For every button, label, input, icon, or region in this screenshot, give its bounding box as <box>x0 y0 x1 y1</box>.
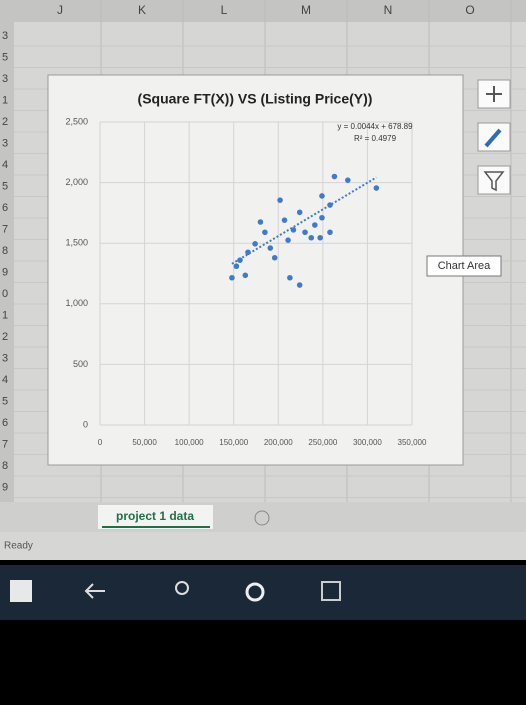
task-view-button[interactable] <box>321 581 341 601</box>
x-tick-label: 350,000 <box>398 438 427 447</box>
data-point <box>327 202 333 208</box>
data-point <box>302 229 308 236</box>
sheet-tab-label: project 1 data <box>116 509 194 523</box>
x-tick-label: 150,000 <box>219 438 248 447</box>
data-point <box>267 245 274 251</box>
column-header: K <box>138 3 146 17</box>
x-tick-label: 0 <box>98 438 103 447</box>
column-header-bar <box>0 0 526 22</box>
row-header-bar <box>0 22 14 502</box>
row-header: 4 <box>2 374 8 386</box>
y-tick-label: 2,500 <box>65 116 88 126</box>
row-header: 0 <box>2 288 8 300</box>
search-button[interactable] <box>175 581 189 595</box>
x-tick-label: 200,000 <box>264 438 293 447</box>
plus-icon <box>486 86 502 102</box>
row-header: 7 <box>2 223 8 235</box>
row-header: 9 <box>2 266 8 278</box>
r-squared: R² = 0.4979 <box>354 134 397 143</box>
row-header: 3 <box>2 30 8 42</box>
data-point <box>262 229 268 236</box>
data-point <box>308 234 315 241</box>
data-point <box>233 263 240 270</box>
row-header: 2 <box>2 331 8 343</box>
row-header: 5 <box>2 51 8 63</box>
row-header: 6 <box>2 417 8 429</box>
tooltip: Chart Area <box>438 260 491 272</box>
row-header: 2 <box>2 116 8 128</box>
y-tick-label: 2,000 <box>65 177 88 187</box>
data-point <box>319 193 325 199</box>
new-sheet-button[interactable] <box>254 510 270 526</box>
data-point <box>257 219 264 225</box>
column-header: M <box>301 3 311 17</box>
filter-icon <box>483 171 505 192</box>
row-header: 9 <box>2 481 8 493</box>
tooltip-box <box>426 255 502 277</box>
column-header: N <box>384 3 393 17</box>
x-tick-label: 250,000 <box>308 438 337 447</box>
row-header: 3 <box>2 352 8 364</box>
y-tick-label: 1,500 <box>65 238 88 248</box>
data-point <box>252 241 258 247</box>
data-point <box>277 197 283 203</box>
data-point <box>229 274 235 281</box>
row-header: 3 <box>2 73 8 85</box>
column-header: J <box>57 3 63 17</box>
trendline <box>231 176 377 265</box>
data-point <box>245 249 251 256</box>
sheet-tab-bar <box>0 502 526 532</box>
row-header: 6 <box>2 202 8 214</box>
row-header: 8 <box>2 245 8 257</box>
data-point <box>237 257 243 263</box>
data-point <box>317 234 323 241</box>
y-tick-label: 500 <box>73 359 88 369</box>
x-tick-label: 100,000 <box>175 438 204 447</box>
column-header: O <box>465 3 474 17</box>
data-point <box>345 177 351 183</box>
row-header: 1 <box>2 309 8 321</box>
data-point <box>319 214 325 221</box>
data-point <box>312 222 318 228</box>
data-point <box>271 254 278 261</box>
column-header: L <box>221 3 228 17</box>
row-header: 5 <box>2 180 8 192</box>
x-tick-label: 300,000 <box>353 438 382 447</box>
row-header: 5 <box>2 395 8 407</box>
data-point <box>331 173 338 180</box>
row-header: 1 <box>2 94 8 106</box>
y-tick-label: 0 <box>83 419 88 429</box>
chart-buttons <box>477 79 511 195</box>
x-tick-label: 50,000 <box>132 438 157 447</box>
data-point <box>287 274 293 281</box>
row-header: 8 <box>2 460 8 472</box>
chart-title: (Square FT(X)) VS (Listing Price(Y)) <box>138 91 373 107</box>
y-tick-label: 1,000 <box>65 298 88 308</box>
data-point <box>281 217 288 223</box>
row-header: 4 <box>2 159 8 171</box>
brush-icon <box>484 128 502 148</box>
start-button[interactable] <box>10 580 32 602</box>
add-element-button[interactable] <box>477 79 511 109</box>
row-header: 3 <box>2 137 8 149</box>
data-point <box>242 272 249 279</box>
cortana-button[interactable] <box>245 582 265 602</box>
data-point <box>290 227 297 233</box>
data-point <box>296 282 303 288</box>
data-point <box>296 209 303 216</box>
data-point <box>285 237 291 243</box>
back-button[interactable] <box>84 583 105 599</box>
data-point <box>373 185 380 191</box>
data-point <box>327 229 333 236</box>
chart-area[interactable] <box>47 74 464 466</box>
sheet-tab[interactable] <box>98 505 213 529</box>
trend-equation: y = 0.0044x + 678.89 <box>337 122 413 131</box>
status-text: Ready <box>4 541 33 552</box>
plot: 0 500 1,000 1,500 2,000 2,500 0 50,000 100,000 15… <box>65 116 427 447</box>
row-header: 7 <box>2 438 8 450</box>
